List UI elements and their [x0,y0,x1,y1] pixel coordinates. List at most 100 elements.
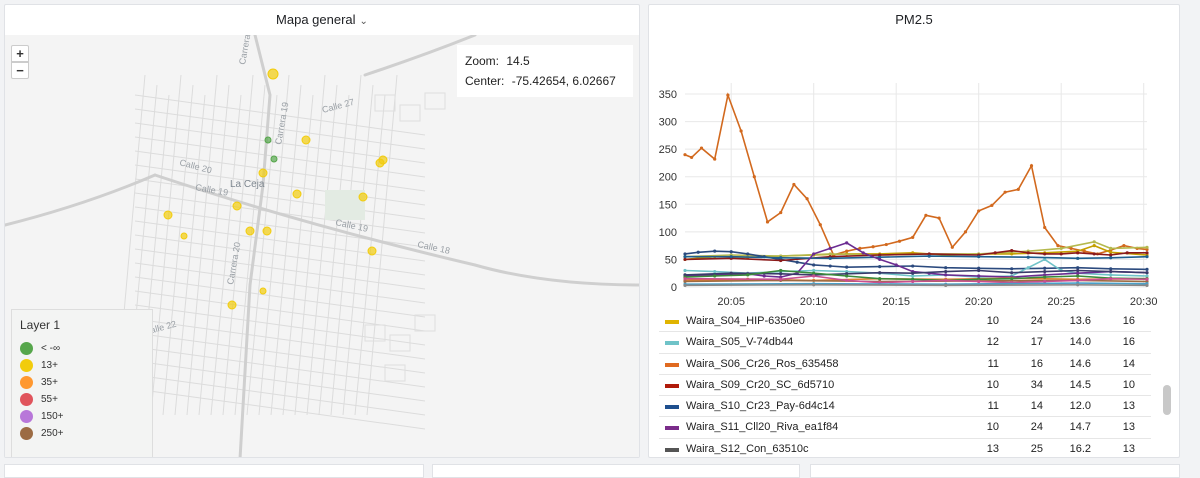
sensor-marker[interactable] [267,68,279,80]
series-name[interactable]: Waira_S12_Con_63510c [686,442,809,455]
street-line [366,74,398,416]
data-point [1029,164,1034,168]
data-point [911,264,915,268]
series-color-swatch[interactable] [665,426,679,431]
legend-row[interactable]: Waira_S12_Con_63510c 13 25 16.2 13 [659,439,1151,457]
series-avg-value: 14.5 [1069,378,1091,391]
series[interactable] [683,249,1149,271]
sensor-marker[interactable] [264,136,272,144]
series-min-value: 12 [986,336,999,349]
data-point [1026,255,1030,259]
data-point [937,216,941,220]
sensor-marker[interactable] [245,226,255,236]
series[interactable] [683,274,1149,285]
data-point [1109,253,1113,257]
data-point [1056,244,1060,248]
series-color-swatch[interactable] [665,447,679,452]
series-name[interactable]: Waira_S05_V-74db44 [686,336,794,349]
data-point [1076,268,1080,273]
data-point [812,252,816,256]
series[interactable] [683,283,1149,287]
data-point [812,283,816,287]
street-line [134,150,426,192]
legend-color-dot [20,376,33,389]
series-name[interactable]: Waira_S06_Cr26_Ros_635458 [686,357,839,370]
street-label: Calle 19 [195,182,229,198]
map-panel-title[interactable]: Mapa general ⌄ [5,5,639,35]
series-max-value: 24 [1030,315,1043,327]
sensor-marker[interactable] [180,232,188,240]
sensor-marker[interactable] [258,168,268,178]
city-block [399,104,421,122]
sensor-marker[interactable] [262,226,272,236]
y-tick-label: 200 [659,172,677,184]
series-name[interactable]: Waira_S11_Cll20_Riva_ea1f84 [686,421,839,434]
data-point [1145,274,1149,278]
series-max-value: 14 [1030,400,1043,413]
legend-scrollbar[interactable] [1163,385,1171,415]
sensor-marker[interactable] [292,189,302,199]
sensor-marker[interactable] [259,287,267,295]
series-color-swatch[interactable] [665,405,679,410]
data-point [1076,251,1080,255]
series[interactable] [683,268,1149,282]
sensor-marker[interactable] [232,201,242,211]
data-point [683,153,687,157]
series-color-swatch[interactable] [665,320,679,324]
legend-row[interactable]: Waira_S10_Cr23_Pay-6d4c14 11 14 12.0 13 [659,396,1151,418]
legend-row[interactable]: Waira_S04_HIP-6350e0 10 24 13.6 16 [659,311,1151,333]
sensor-marker[interactable] [358,192,368,202]
legend-color-dot [20,427,33,440]
series-min-value: 13 [986,442,999,455]
sensor-marker[interactable] [270,155,278,163]
series-min-value: 10 [986,421,999,434]
sensor-marker[interactable] [375,158,385,168]
pm25-line-chart[interactable]: 350 300 250 200 150 100 50 0 20:05 20:10 20:15 20:2… [649,61,1180,309]
sensor-marker[interactable] [301,135,311,145]
street-line [134,234,426,276]
series[interactable] [683,268,1149,277]
data-point [746,273,750,277]
data-point [812,263,816,267]
zoom-in-button[interactable]: + [11,45,29,62]
data-point [871,245,875,249]
series-min-value: 11 [987,357,999,370]
series-color-swatch[interactable] [665,383,679,388]
map-panel-title-text: Mapa general [276,12,356,27]
series-name[interactable]: Waira_S09_Cr20_SC_6d5710 [686,378,835,391]
data-point [1122,244,1126,248]
series-name[interactable]: Waira_S10_Cr23_Pay-6d4c14 [686,400,835,413]
chart-title[interactable]: PM2.5 [895,12,933,27]
data-point [977,209,981,213]
data-point [1109,269,1113,274]
data-point [845,278,849,282]
series-line[interactable] [684,250,1148,271]
series-color-swatch[interactable] [665,341,679,346]
map-canvas[interactable]: La Ceja Calle 27 Calle 20 Calle 19 Calle… [5,21,639,457]
sensor-marker[interactable] [163,210,173,220]
legend-row[interactable]: Waira_S11_Cll20_Riva_ea1f84 10 24 14.7 13 [659,417,1151,439]
sensor-marker[interactable] [367,246,377,256]
legend-row[interactable]: Waira_S09_Cr20_SC_6d5710 10 34 14.5 10 [659,375,1151,397]
bottom-panel [4,464,424,478]
data-point [1092,244,1096,248]
series-max-value: 16 [1030,357,1043,370]
series-color-swatch[interactable] [665,362,679,367]
chevron-down-icon[interactable]: ⌄ [359,16,368,27]
data-point [828,264,832,268]
series-name[interactable]: Waira_S04_HIP-6350e0 [686,315,805,327]
legend-row[interactable]: Waira_S05_V-74db44 12 17 14.0 16 [659,332,1151,354]
street-line [198,84,230,416]
legend-row[interactable]: Waira_S06_Cr26_Ros_635458 11 16 14.6 14 [659,354,1151,375]
series-line[interactable] [684,269,1148,276]
data-point [977,255,981,259]
sensor-marker[interactable] [227,300,237,310]
series[interactable] [683,254,1149,260]
data-point [828,246,832,251]
series-line[interactable] [684,92,1148,256]
legend-label: 250+ [41,428,64,439]
zoom-out-button[interactable]: − [11,62,29,79]
data-point [1010,249,1014,253]
data-point [1043,269,1047,274]
legend-label: 35+ [41,377,58,388]
